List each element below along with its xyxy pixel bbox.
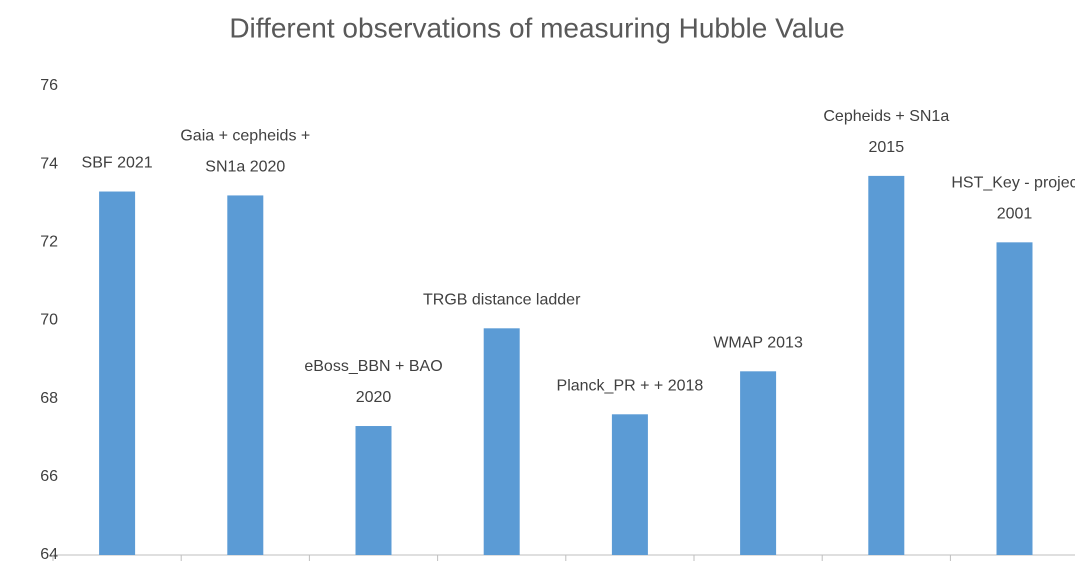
y-tick-label: 64 [40, 546, 58, 563]
y-tick-label: 70 [40, 312, 58, 329]
y-tick-label: 68 [40, 390, 58, 407]
y-tick-label: 74 [40, 155, 58, 172]
bar-label: eBoss_BBN + BAO [304, 358, 442, 375]
bar [483, 328, 520, 555]
chart-title: Different observations of measuring Hubb… [229, 12, 844, 43]
bar [355, 426, 392, 555]
bar-label: TRGB distance ladder [423, 292, 581, 309]
bar-label: 2001 [997, 206, 1033, 223]
bar-label: HST_Key - projec [951, 175, 1075, 192]
y-tick-label: 72 [40, 234, 58, 251]
bar [740, 371, 777, 555]
bar [99, 191, 136, 555]
bar [996, 242, 1033, 556]
bar [868, 175, 905, 555]
y-tick-label: 76 [40, 77, 58, 94]
bar-label: Planck_PR + + 2018 [557, 378, 704, 395]
bar-label: Cepheids + SN1a [823, 108, 949, 125]
bar-label: SN1a 2020 [205, 159, 285, 176]
bar [611, 414, 648, 555]
bar-label: Gaia + cepheids + [180, 128, 310, 145]
bar [227, 195, 264, 555]
bar-label: SBF 2021 [82, 155, 153, 172]
bar-label: 2015 [869, 139, 905, 156]
bar-label: 2020 [356, 389, 392, 406]
y-tick-label: 66 [40, 468, 58, 485]
bar-label: WMAP 2013 [713, 335, 803, 352]
